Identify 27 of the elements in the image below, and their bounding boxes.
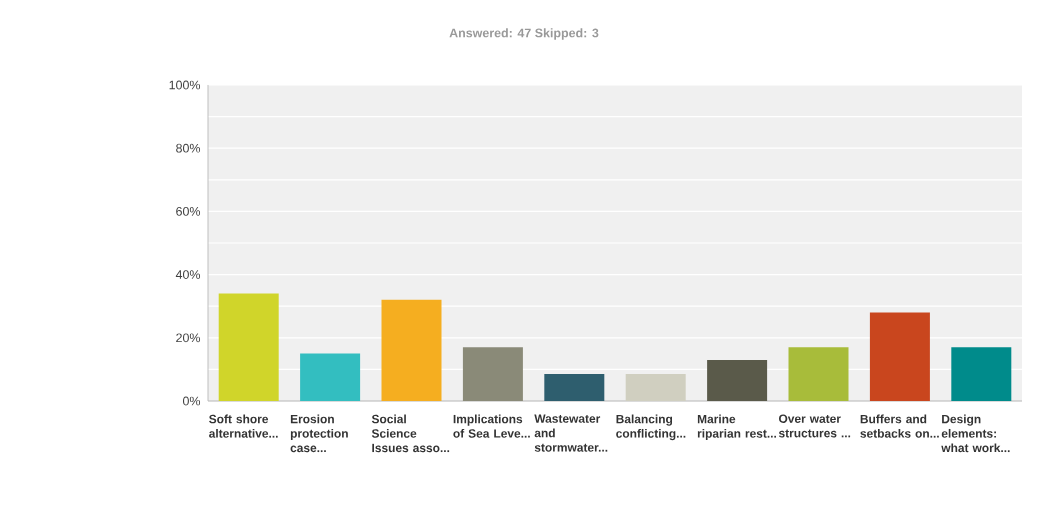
y-tick-label: 60%: [176, 206, 201, 216]
bar: [544, 374, 605, 401]
x-tick-label: Social Science Issues asso...: [371, 414, 450, 453]
chart-title: Answered: 47 Skipped: 3: [449, 28, 599, 40]
bar: [625, 374, 686, 401]
x-tick-label: Marine riparian rest...: [697, 414, 777, 441]
x-tick-label: Over water structures ...: [778, 414, 851, 438]
y-tick-label: 80%: [176, 143, 201, 153]
bar: [869, 312, 930, 401]
x-tick-label: Soft shore alternative...: [209, 414, 278, 438]
x-tick-label: Implications of Sea Leve...: [453, 414, 530, 438]
x-tick-label: Erosion protection case...: [290, 414, 348, 453]
bar: [218, 293, 279, 401]
y-tick-label: 40%: [175, 270, 201, 279]
bar: [788, 347, 849, 401]
y-tick-label: 0%: [182, 396, 201, 406]
y-tick-label: 20%: [176, 333, 201, 343]
bar: [462, 347, 523, 401]
x-tick-label: Design elements: what work...: [941, 414, 1010, 453]
y-tick-label: 100%: [169, 80, 201, 90]
bar: [381, 299, 442, 401]
bar: [707, 359, 768, 401]
bar: [300, 353, 361, 401]
x-tick-label: Buffers and setbacks on...: [860, 414, 939, 438]
x-tick-label: Wastewater and stormwater...: [534, 414, 608, 452]
x-tick-label: Balancing conflicting...: [616, 414, 686, 441]
bar: [951, 347, 1012, 401]
